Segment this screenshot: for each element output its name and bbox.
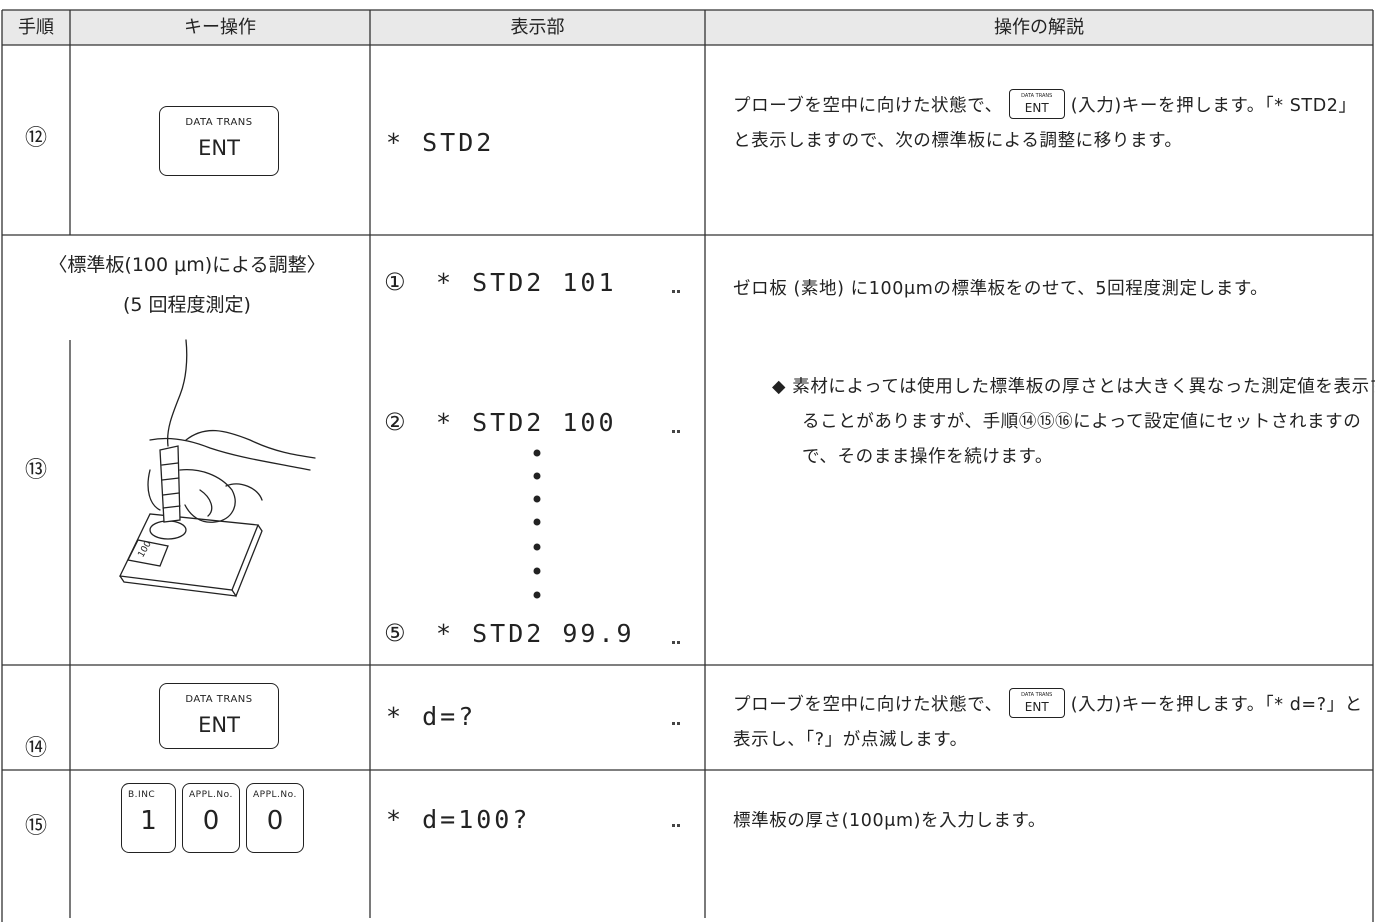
display-text: * d=100? (386, 805, 531, 834)
key-label-main: 0 (266, 806, 284, 836)
key-button: DATA TRANS ENT (159, 106, 279, 176)
inline-key: DATA TRANS ENT (1008, 89, 1065, 119)
display-text: * STD2 99.9 (436, 619, 635, 648)
explanation: ゼロ板 (素地) に100μmの標準板をのせて、5回程度測定します。 (733, 279, 1269, 299)
header-cell: 表示部 (370, 10, 705, 45)
key-button: DATA TRANS ENT (159, 683, 279, 749)
display-marker: ① (384, 268, 406, 296)
key-label-main: 1 (140, 806, 157, 836)
explanation-text: プローブを空中に向けた状態で、 (733, 96, 1003, 116)
key-label-top: DATA TRANS (185, 117, 253, 128)
key-label-top: APPL.No. (189, 790, 233, 800)
display-text: * STD2 100 (436, 408, 617, 437)
explanation-text: 素材によっては使用した標準板の厚さとは大きく異なった測定値を表示することがありま… (792, 377, 1375, 467)
explanation-text: (入力)キーを押します。「* d=?」と表示し、「?」が点滅します。 (733, 695, 1363, 750)
explanation-text: プローブを空中に向けた状態で、 (733, 695, 1003, 715)
section-heading: 〈標準板(100 μm)による調整〉 (48, 254, 326, 276)
display-text: * STD2 101 (436, 268, 617, 297)
key-label-top: DATA TRANS (185, 694, 253, 705)
display-marker: ⑤ (384, 619, 406, 647)
key-label-top: B.INC (128, 790, 156, 800)
key-button: B.INC 1 (121, 783, 176, 853)
key-label-main: ENT (1024, 101, 1049, 115)
explanation: プローブを空中に向けた状態で、 DATA TRANS ENT (入力)キーを押します。… (733, 89, 1365, 159)
step-number: ⑫ (24, 126, 47, 151)
key-label-main: ENT (198, 136, 240, 160)
inline-key: DATA TRANS ENT (1008, 688, 1065, 718)
explanation-text: (入力)キーを押します。「* STD2」と表示しますので、次の標準板による調整に… (733, 96, 1357, 151)
step-number: ⑬ (24, 458, 47, 483)
key-button: APPL.No. 0 (246, 783, 304, 853)
explanation-bullet: ◆ 素材によっては使用した標準板の厚さとは大きく異なった測定値を表示することがあ… (772, 370, 1375, 475)
section-subheading: (5 回程度測定) (123, 294, 251, 316)
key-label-main: ENT (1024, 700, 1049, 714)
key-label-top: DATA TRANS (1021, 692, 1053, 698)
explanation: 標準板の厚さ(100μm)を入力します。 (733, 811, 1046, 831)
display-text: * d=? (386, 702, 477, 731)
display-text: * STD2 (386, 128, 495, 157)
key-button: APPL.No. 0 (182, 783, 240, 853)
header-cell: 操作の解説 (705, 10, 1373, 45)
display-marker: ② (384, 408, 406, 436)
key-label-top: APPL.No. (253, 790, 297, 800)
key-label-top: DATA TRANS (1021, 93, 1053, 99)
step-number: ⑭ (24, 736, 47, 761)
step-number: ⑮ (24, 814, 47, 839)
bullet-mark: ◆ (772, 377, 787, 397)
explanation: プローブを空中に向けた状態で、 DATA TRANS ENT (入力)キーを押します。… (733, 688, 1365, 758)
key-label-main: 0 (202, 806, 220, 836)
key-label-main: ENT (198, 713, 240, 737)
header-cell: 手順 (2, 10, 70, 45)
header-cell: キー操作 (70, 10, 370, 45)
